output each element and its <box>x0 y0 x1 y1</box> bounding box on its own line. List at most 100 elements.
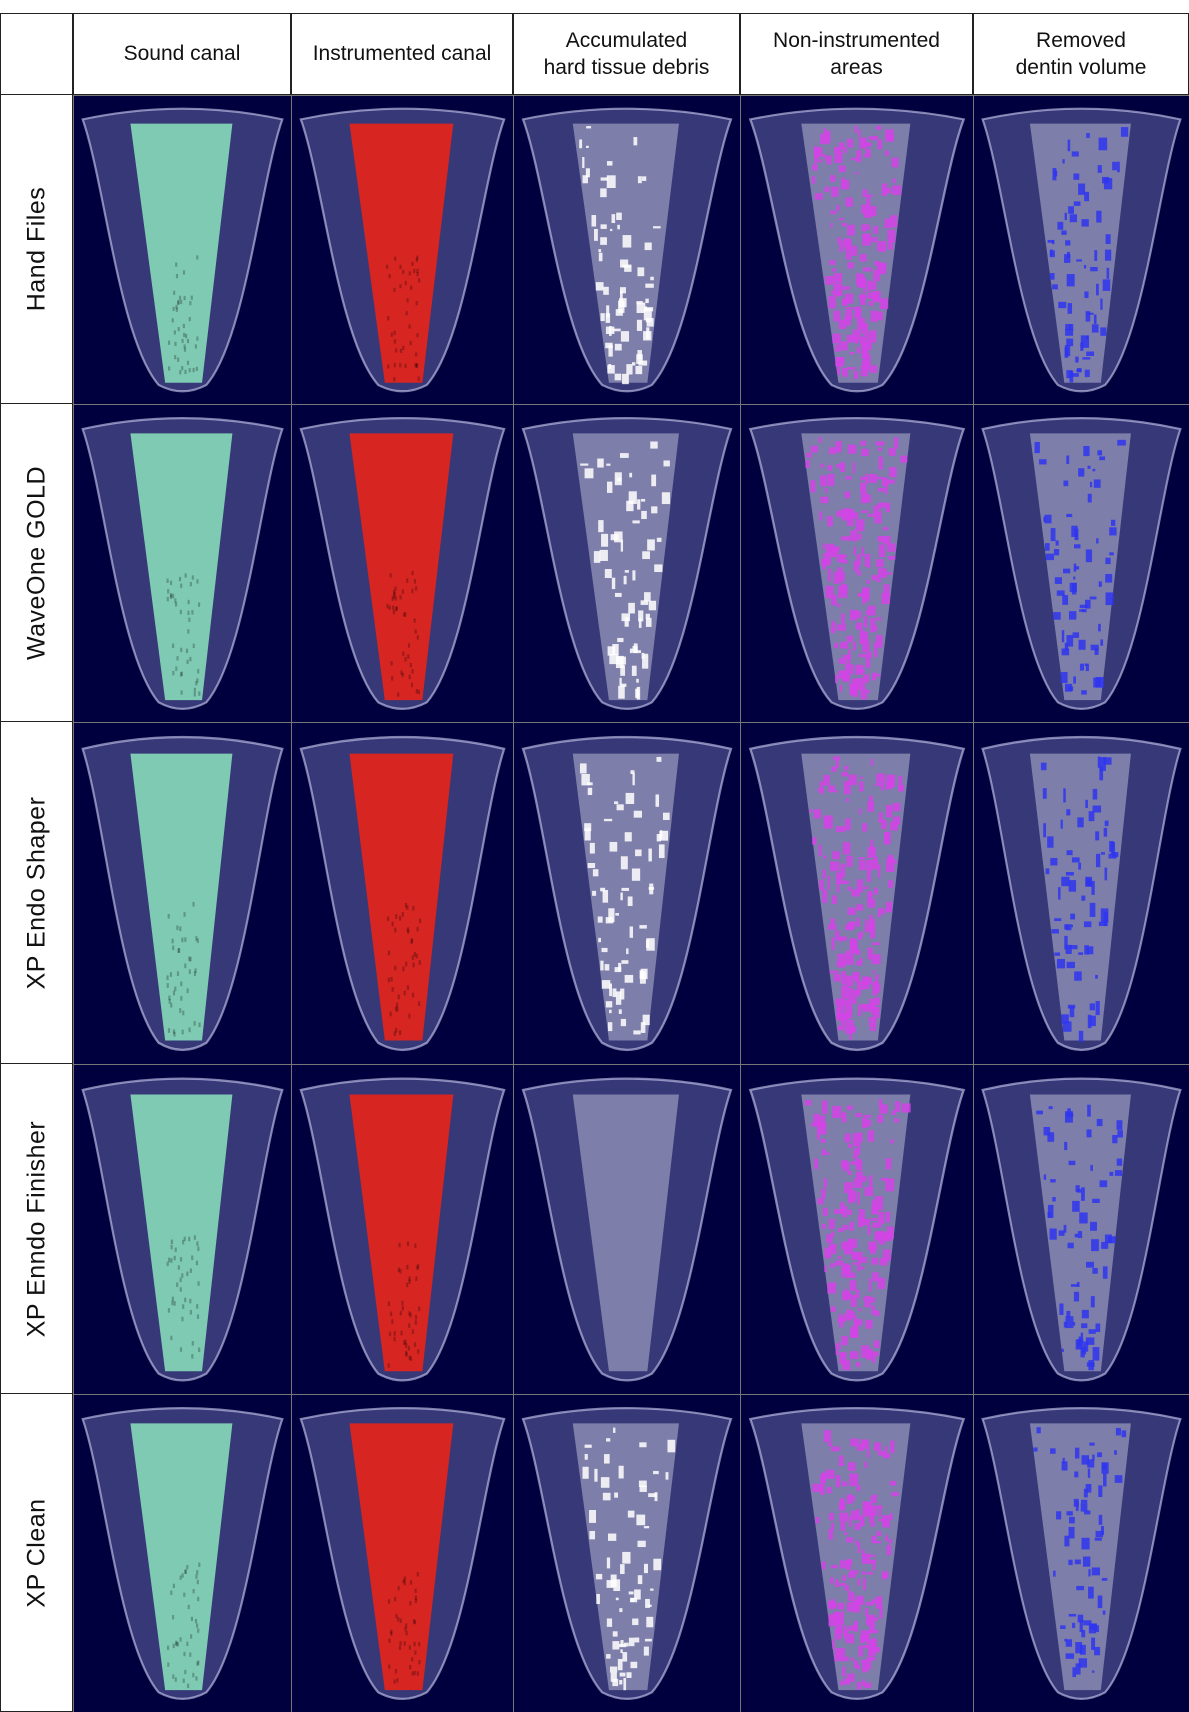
speck <box>1068 303 1072 314</box>
speck <box>591 215 596 226</box>
texture <box>184 1569 186 1573</box>
speck <box>872 1007 877 1015</box>
speck <box>651 475 656 487</box>
speck <box>607 1580 614 1588</box>
speck <box>867 1225 870 1235</box>
texture <box>190 1268 192 1273</box>
speck <box>874 997 880 1005</box>
speck <box>846 1310 853 1313</box>
texture <box>410 286 412 290</box>
texture <box>189 301 191 305</box>
texture <box>182 1030 184 1035</box>
speck <box>831 1447 840 1452</box>
speck <box>868 206 877 216</box>
speck <box>647 539 655 550</box>
speck <box>1075 1560 1081 1565</box>
speck <box>830 175 835 182</box>
speck <box>888 556 895 560</box>
speck <box>653 1471 659 1474</box>
texture <box>186 660 188 664</box>
texture <box>183 912 185 917</box>
speck <box>638 1541 646 1547</box>
speck <box>1117 1130 1122 1137</box>
speck <box>606 1001 612 1007</box>
speck <box>1064 254 1070 263</box>
texture <box>188 618 190 622</box>
speck <box>586 126 591 128</box>
texture <box>399 1243 401 1248</box>
speck <box>1093 1347 1100 1361</box>
speck <box>888 242 893 250</box>
speck <box>1059 1303 1063 1314</box>
texture <box>188 1605 190 1609</box>
texture <box>400 1619 402 1623</box>
speck <box>833 1621 839 1624</box>
tooth-render <box>741 1395 973 1712</box>
speck <box>830 211 837 214</box>
speck <box>872 942 880 945</box>
speck <box>871 1522 875 1527</box>
speck <box>806 453 811 458</box>
speck <box>1088 1569 1090 1576</box>
speck <box>886 1545 891 1556</box>
speck <box>854 611 861 618</box>
speck <box>879 545 885 558</box>
speck <box>1049 1106 1053 1109</box>
speck <box>1053 1571 1056 1577</box>
texture <box>171 1245 173 1250</box>
texture <box>416 301 418 305</box>
speck <box>840 1681 843 1686</box>
texture <box>196 255 198 259</box>
texture <box>176 656 178 660</box>
speck <box>833 311 840 322</box>
speck <box>869 1641 873 1654</box>
tooth-render <box>514 1065 740 1394</box>
texture <box>196 1241 198 1246</box>
texture <box>394 257 396 261</box>
speck <box>829 1219 835 1229</box>
speck <box>867 1555 875 1557</box>
speck <box>597 459 604 468</box>
texture <box>399 595 401 599</box>
speck <box>1065 684 1072 692</box>
speck <box>1083 1557 1090 1567</box>
speck <box>601 534 608 547</box>
speck <box>828 569 831 582</box>
speck <box>830 223 832 227</box>
speck <box>857 534 862 540</box>
speck <box>869 1175 872 1188</box>
speck <box>1067 850 1073 855</box>
speck <box>898 785 904 791</box>
speck <box>609 1010 612 1013</box>
speck <box>835 999 844 1006</box>
texture <box>183 333 185 337</box>
speck <box>822 1224 826 1229</box>
speck <box>856 1172 863 1180</box>
speck <box>868 1659 871 1670</box>
tooth-render <box>974 1065 1189 1394</box>
speck <box>847 887 851 891</box>
speck <box>889 467 897 477</box>
texture <box>194 688 196 692</box>
speck <box>830 918 834 925</box>
speck <box>882 183 887 196</box>
texture <box>390 1312 392 1317</box>
speck <box>829 296 836 309</box>
speck <box>650 1589 653 1591</box>
speck <box>1057 590 1065 595</box>
speck <box>645 284 653 288</box>
speck <box>822 1561 826 1569</box>
speck <box>858 1257 867 1263</box>
speck <box>1099 767 1103 781</box>
speck <box>853 909 855 915</box>
speck <box>653 226 661 228</box>
speck <box>848 1462 855 1471</box>
texture <box>190 582 192 586</box>
texture <box>181 672 183 676</box>
speck <box>824 855 827 858</box>
texture <box>182 1304 184 1309</box>
speck <box>1057 959 1065 968</box>
speck <box>832 1106 841 1118</box>
speck <box>593 869 599 876</box>
texture <box>197 1580 199 1584</box>
